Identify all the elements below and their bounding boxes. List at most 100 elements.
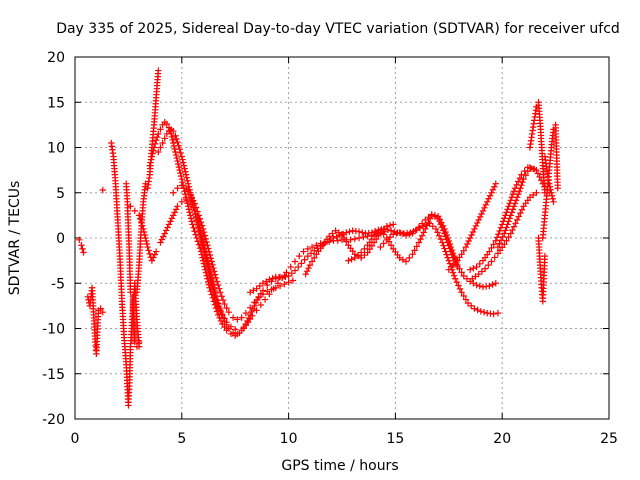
data-point xyxy=(213,297,221,304)
data-point xyxy=(327,236,334,244)
data-point xyxy=(368,242,376,250)
data-point xyxy=(157,239,164,246)
data-point xyxy=(484,198,491,205)
data-point xyxy=(355,228,363,235)
data-point xyxy=(206,266,213,273)
data-point xyxy=(428,211,435,218)
data-point xyxy=(174,203,181,210)
data-point xyxy=(504,206,511,213)
data-point xyxy=(195,212,203,219)
data-point xyxy=(278,274,286,282)
data-point xyxy=(188,218,195,225)
data-point xyxy=(162,227,170,234)
data-point xyxy=(490,310,497,318)
data-point xyxy=(330,234,337,242)
data-point xyxy=(191,207,198,215)
data-point xyxy=(444,234,451,242)
data-point xyxy=(447,243,455,251)
data-point xyxy=(351,235,359,243)
data-point xyxy=(148,153,156,160)
data-point xyxy=(361,251,368,259)
data-point xyxy=(264,288,271,295)
data-point xyxy=(541,252,549,260)
data-point xyxy=(444,254,451,261)
data-point xyxy=(335,229,342,236)
data-point xyxy=(181,165,188,172)
data-point xyxy=(296,252,303,260)
data-point xyxy=(145,247,152,254)
data-point xyxy=(387,242,395,249)
data-point xyxy=(143,237,150,245)
data-point xyxy=(511,185,519,192)
y-tick-label: -15 xyxy=(42,367,65,383)
data-point xyxy=(475,216,482,224)
data-point xyxy=(177,172,185,180)
data-point xyxy=(507,197,514,204)
data-point xyxy=(148,257,156,264)
data-point xyxy=(508,194,516,201)
data-point xyxy=(261,296,269,303)
data-point xyxy=(185,203,192,210)
data-point xyxy=(183,174,190,181)
data-point xyxy=(285,272,292,280)
data-point xyxy=(208,275,215,282)
data-point xyxy=(406,254,413,262)
data-point xyxy=(399,230,407,238)
data-point xyxy=(522,172,529,179)
data-point xyxy=(333,233,340,240)
data-point xyxy=(425,213,432,221)
data-point xyxy=(380,240,387,247)
data-point xyxy=(545,180,553,187)
data-point xyxy=(144,243,151,251)
data-point xyxy=(471,225,478,233)
data-point xyxy=(534,170,542,177)
data-point xyxy=(159,139,166,147)
data-point xyxy=(311,254,318,262)
data-point xyxy=(390,221,397,228)
x-tick-label: 5 xyxy=(177,431,186,447)
data-point xyxy=(536,173,543,181)
data-point xyxy=(202,235,209,242)
data-point xyxy=(445,257,452,264)
data-point xyxy=(276,282,284,290)
data-point xyxy=(329,230,336,237)
data-point xyxy=(311,247,318,254)
data-point xyxy=(269,275,276,282)
data-point xyxy=(198,233,205,240)
data-point xyxy=(446,260,454,267)
data-point xyxy=(182,171,190,178)
data-point xyxy=(387,227,395,234)
data-point xyxy=(343,238,350,245)
data-point xyxy=(473,263,480,271)
data-point xyxy=(518,206,526,213)
data-point xyxy=(489,281,496,288)
data-point xyxy=(150,254,157,261)
data-point xyxy=(248,308,255,316)
data-point xyxy=(481,204,488,212)
data-point xyxy=(186,209,193,216)
data-point xyxy=(160,233,167,240)
data-point xyxy=(211,268,218,275)
data-point xyxy=(204,242,211,249)
data-point xyxy=(189,197,197,204)
data-point xyxy=(206,251,214,259)
data-point xyxy=(259,280,267,287)
data-point xyxy=(78,242,85,249)
series-sat-b xyxy=(84,284,106,358)
data-point xyxy=(178,175,185,183)
data-point xyxy=(155,67,162,74)
data-point xyxy=(205,245,212,252)
y-tick-label: -20 xyxy=(42,412,65,428)
data-point xyxy=(458,251,465,258)
x-tick-label: 0 xyxy=(71,431,80,447)
data-point xyxy=(79,245,86,253)
y-tick-label: 5 xyxy=(56,186,65,202)
data-point xyxy=(295,263,302,271)
data-point xyxy=(149,150,156,157)
data-point xyxy=(466,234,474,242)
data-point xyxy=(465,237,472,245)
data-point xyxy=(223,304,230,312)
data-point xyxy=(178,153,185,160)
data-point xyxy=(464,299,472,307)
data-point xyxy=(462,243,470,251)
